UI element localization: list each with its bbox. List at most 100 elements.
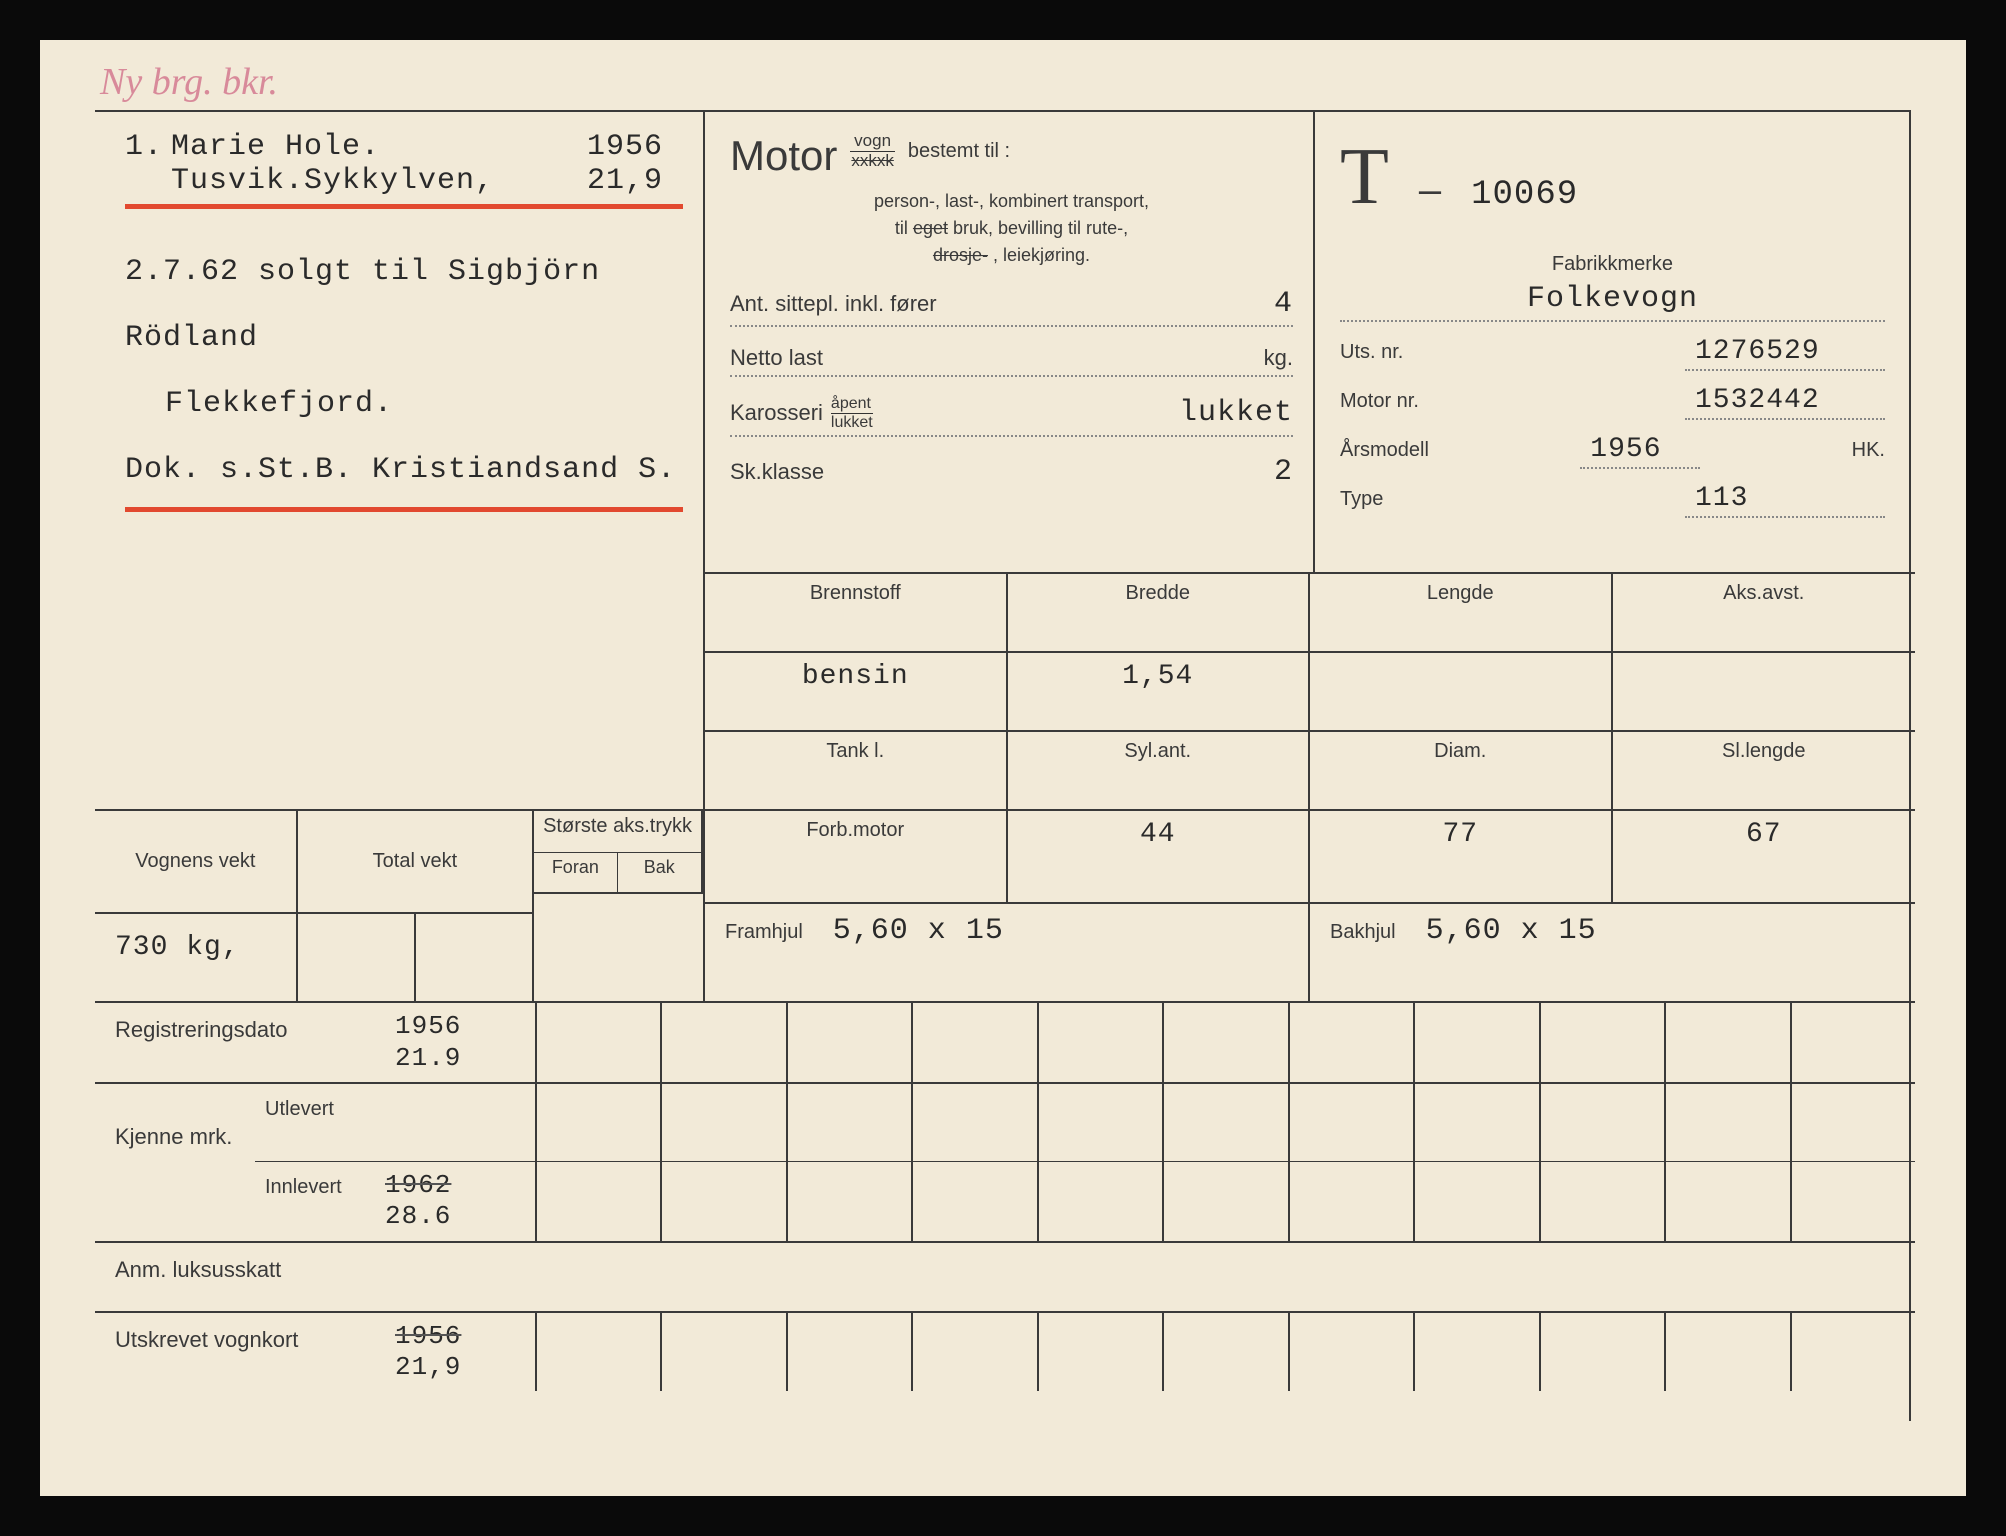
bak-value [416,914,534,1001]
aars-value: 1956 [1580,434,1700,469]
sllengde-label: Sl.lengde [1623,740,1906,763]
tank-label: Tank l. [715,740,996,763]
uts-label: Uts. nr. [1340,341,1403,364]
anm-row: Anm. luksusskatt [95,1243,1915,1313]
type-value: 113 [1685,483,1885,518]
aks-label: Største aks.trykk [534,811,701,853]
motor-block: Motor vogn xxkxk bestemt til : person-, … [705,112,1315,572]
skklasse-value: 2 [1274,455,1293,489]
innlevert-label: Innlevert [255,1162,375,1240]
reg-prefix: T [1340,132,1389,223]
uts-value: 1276529 [1685,336,1885,371]
vognkort-label: Utskrevet vognkort [95,1313,375,1391]
bottom-rows: Registreringsdato 1956 21.9 Kjenne mrk. … [95,1001,1915,1421]
owner-notes-block: 1. Marie Hole. Tusvik.Sykkylven, 1956 21… [95,112,705,809]
vognkort-row: Utskrevet vognkort 1956 21,9 [95,1313,1915,1391]
karosseri-top: åpent [831,395,873,414]
owner-year: 1956 [587,130,663,164]
bestemt-label: bestemt til : [908,132,1010,163]
sylant-value: 44 [1018,819,1299,850]
page: Ny brg. bkr. 1. Marie Hole. Tusvik.Sykky… [0,0,2006,1536]
forbmotor-label: Forb.motor [715,819,996,842]
motor-desc-3a: drosje- [933,245,988,265]
bakhjul-value: 5,60 x 15 [1426,914,1597,948]
spec-row-1-vals: bensin 1,54 [705,651,1915,730]
sale-notes: 2.7.62 solgt til Sigbjörn Rödland Flekke… [125,239,683,503]
regdato-date: 21.9 [395,1043,461,1073]
bak-label: Bak [618,853,701,892]
sittepl-label: Ant. sittepl. inkl. fører [730,291,937,317]
foran-value [298,914,416,1001]
foran-label: Foran [534,853,617,892]
regdato-row: Registreringsdato 1956 21.9 [95,1003,1915,1083]
vognvekt-label: Vognens vekt [95,811,298,914]
handwritten-note: Ny brg. bkr. [100,60,278,104]
diam-label: Diam. [1320,740,1601,763]
motor-desc-2b: eget [913,218,948,238]
motor-desc-1: person-, last-, kombinert transport, [730,188,1293,215]
registration-block: T – 10069 Fabrikkmerke Folkevogn Uts. nr… [1315,112,1915,572]
totalvekt-label: Total vekt [298,811,534,914]
netto-unit: kg. [1264,345,1293,371]
wheels-row: Framhjul 5,60 x 15 Bakhjul 5,60 x 15 [705,902,1915,1002]
lengde-label: Lengde [1320,582,1601,605]
reg-number: 10069 [1471,176,1578,214]
bredde-label: Bredde [1018,582,1299,605]
aksavst-label: Aks.avst. [1623,582,1906,605]
motor-frac-top: vogn [850,132,895,152]
form-grid: 1. Marie Hole. Tusvik.Sykkylven, 1956 21… [95,110,1911,1421]
registration-card: Ny brg. bkr. 1. Marie Hole. Tusvik.Sykky… [40,40,1966,1496]
type-label: Type [1340,488,1383,511]
utlevert-label: Utlevert [255,1084,375,1162]
motornr-label: Motor nr. [1340,390,1419,413]
motor-desc-3b: , leiekjøring. [993,245,1090,265]
skklasse-label: Sk.klasse [730,459,824,485]
brennstoff-value: bensin [715,661,996,692]
vognvekt-value: 730 kg, [95,914,298,1001]
fabrikk-value: Folkevogn [1340,282,1885,322]
spec-row-1: Brennstoff Bredde Lengde Aks.avst. [705,572,1915,651]
framhjul-value: 5,60 x 15 [833,914,1004,948]
karosseri-value: lukket [1179,396,1293,430]
karosseri-bot: lukket [831,414,873,432]
motor-title: Motor [730,132,837,180]
brennstoff-label: Brennstoff [715,582,996,605]
kjenne-row: Kjenne mrk. Utlevert Innlevert 1962 28.6 [95,1084,1915,1243]
fabrikk-label: Fabrikkmerke [1340,253,1885,276]
innlevert-date: 28.6 [385,1201,451,1231]
sylant-label: Syl.ant. [1018,740,1299,763]
note-line-3: Dok. s.St.B. Kristiandsand S. [125,437,683,503]
red-underline-2 [125,507,683,512]
motor-desc-2a: til [895,218,908,238]
note-line-1: 2.7.62 solgt til Sigbjörn Rödland [125,239,683,371]
regdato-grid [535,1003,1915,1081]
note-line-2: Flekkefjord. [125,371,683,437]
diam-value: 77 [1320,819,1601,850]
spec-row-2-vals: Forb.motor 44 77 67 [705,809,1915,902]
sllengde-value: 67 [1623,819,1906,850]
motor-desc: person-, last-, kombinert transport, til… [730,188,1293,269]
owner-date: 21,9 [587,164,663,198]
regdato-label: Registreringsdato [95,1003,375,1081]
motor-frac-bot: xxkxk [847,152,898,171]
motornr-value: 1532442 [1685,385,1885,420]
vognkort-grid [535,1313,1915,1391]
reg-dash: – [1419,168,1441,213]
sittepl-value: 4 [1274,287,1293,321]
regdato-year: 1956 [395,1011,461,1041]
hk-label: HK. [1852,439,1885,462]
vognkort-year: 1956 [395,1321,461,1351]
bredde-value: 1,54 [1018,661,1299,692]
vognkort-date: 21,9 [395,1352,461,1382]
red-underline-1 [125,204,683,209]
weight-block: Vognens vekt Største aks.trykk Foran Bak… [95,809,705,1001]
spec-row-2: Tank l. Syl.ant. Diam. Sl.lengde [705,730,1915,809]
innlevert-year: 1962 [385,1170,451,1200]
kjenne-label: Kjenne mrk. [95,1084,255,1241]
framhjul-label: Framhjul [725,921,803,944]
aars-label: Årsmodell [1340,439,1429,462]
netto-label: Netto last [730,345,823,371]
karosseri-label: Karosseri [730,400,823,426]
owner-index: 1. [125,130,163,198]
utlevert-value [375,1084,535,1162]
